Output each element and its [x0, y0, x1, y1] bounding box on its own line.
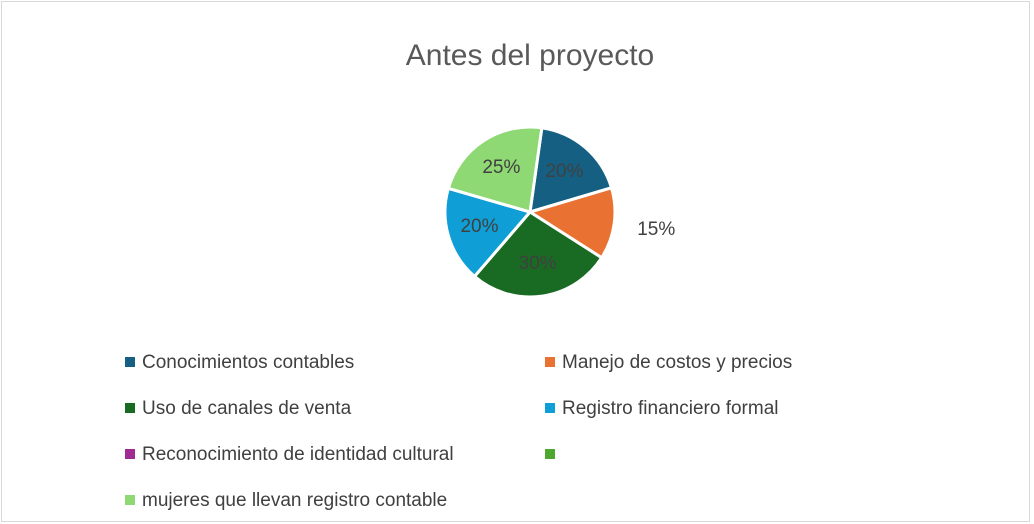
legend-swatch — [545, 449, 555, 459]
legend-label: Uso de canales de venta — [142, 398, 352, 419]
legend-label: Registro financiero formal — [562, 398, 778, 419]
pie-slice — [446, 125, 544, 214]
data-label: 30% — [519, 253, 557, 274]
data-label: 15% — [637, 219, 675, 240]
legend-label: mujeres que llevan registro contable — [142, 490, 447, 511]
data-label: 20% — [545, 161, 583, 182]
legend-swatch — [545, 403, 555, 413]
pie-slice — [528, 126, 614, 215]
data-label: 25% — [482, 157, 520, 178]
pie-slice — [526, 185, 617, 260]
pie-slice — [472, 210, 604, 299]
legend-swatch — [125, 403, 135, 413]
legend-label: Conocimientos contables — [142, 352, 354, 373]
data-label: 20% — [460, 216, 498, 237]
legend-label: Manejo de costos y precios — [562, 352, 792, 373]
legend-swatch — [125, 449, 135, 459]
pie-slice — [443, 186, 533, 279]
legend-swatch — [125, 495, 135, 505]
legend-swatch — [545, 357, 555, 367]
chart-title: Antes del proyecto — [406, 39, 654, 72]
legend-swatch — [125, 357, 135, 367]
legend-label: Reconocimiento de identidad cultural — [142, 444, 454, 465]
